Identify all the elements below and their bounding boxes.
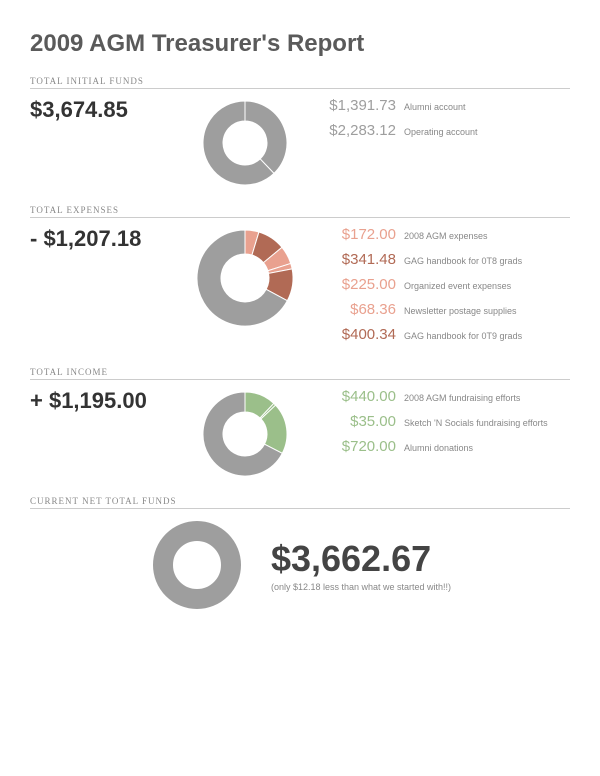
initial-items: $1,391.73 Alumni account $2,283.12 Operatin… [310,97,570,147]
line-item-label: Alumni account [404,102,466,112]
line-item: $1,391.73 Alumni account [324,97,570,114]
expenses-donut-chart [193,226,297,330]
income-donut-chart [199,388,291,480]
net-note: (only $12.18 less than what we started w… [271,582,451,592]
initial-amount: $3,674.85 [30,97,180,123]
line-item-amount: $400.34 [324,326,396,343]
line-item-label: GAG handbook for 0T9 grads [404,331,522,341]
section-header-initial: TOTAL INITIAL FUNDS [30,76,570,89]
line-item: $440.00 2008 AGM fundraising efforts [324,388,570,405]
line-item-label: Alumni donations [404,443,473,453]
section-header-expenses: TOTAL EXPENSES [30,205,570,218]
line-item-amount: $440.00 [324,388,396,405]
line-item-amount: $68.36 [324,301,396,318]
section-net: CURRENT NET TOTAL FUNDS $3,662.67 (only … [30,496,570,613]
section-income: TOTAL INCOME + $1,195.00 $440.00 2008 AGM… [30,367,570,480]
expenses-items: $172.00 2008 AGM expenses $341.48 GAG handb… [310,226,570,351]
income-amount: + $1,195.00 [30,388,180,414]
section-expenses: TOTAL EXPENSES - $1,207.18 $172.00 2008 A… [30,205,570,351]
line-item: $400.34 GAG handbook for 0T9 grads [324,326,570,343]
line-item-amount: $35.00 [324,413,396,430]
line-item: $225.00 Organized event expenses [324,276,570,293]
line-item-label: Operating account [404,127,478,137]
line-item: $35.00 Sketch 'N Socials fundraising effo… [324,413,570,430]
line-item-amount: $2,283.12 [324,122,396,139]
line-item-label: Sketch 'N Socials fundraising efforts [404,418,548,428]
line-item-label: Newsletter postage supplies [404,306,517,316]
line-item-label: 2008 AGM fundraising efforts [404,393,520,403]
net-donut-chart [149,517,245,613]
line-item-amount: $720.00 [324,438,396,455]
section-header-income: TOTAL INCOME [30,367,570,380]
line-item-label: 2008 AGM expenses [404,231,488,241]
page-title: 2009 AGM Treasurer's Report [30,30,570,58]
section-initial-funds: TOTAL INITIAL FUNDS $3,674.85 $1,391.73 A… [30,76,570,189]
line-item-label: Organized event expenses [404,281,511,291]
line-item-amount: $341.48 [324,251,396,268]
net-amount: $3,662.67 [271,538,451,580]
section-header-net: CURRENT NET TOTAL FUNDS [30,496,570,509]
line-item: $341.48 GAG handbook for 0T8 grads [324,251,570,268]
initial-donut-chart [199,97,291,189]
line-item: $720.00 Alumni donations [324,438,570,455]
income-items: $440.00 2008 AGM fundraising efforts $35.0… [310,388,570,463]
expenses-amount: - $1,207.18 [30,226,180,252]
line-item-label: GAG handbook for 0T8 grads [404,256,522,266]
line-item-amount: $172.00 [324,226,396,243]
line-item-amount: $225.00 [324,276,396,293]
line-item: $68.36 Newsletter postage supplies [324,301,570,318]
line-item: $172.00 2008 AGM expenses [324,226,570,243]
line-item: $2,283.12 Operating account [324,122,570,139]
line-item-amount: $1,391.73 [324,97,396,114]
